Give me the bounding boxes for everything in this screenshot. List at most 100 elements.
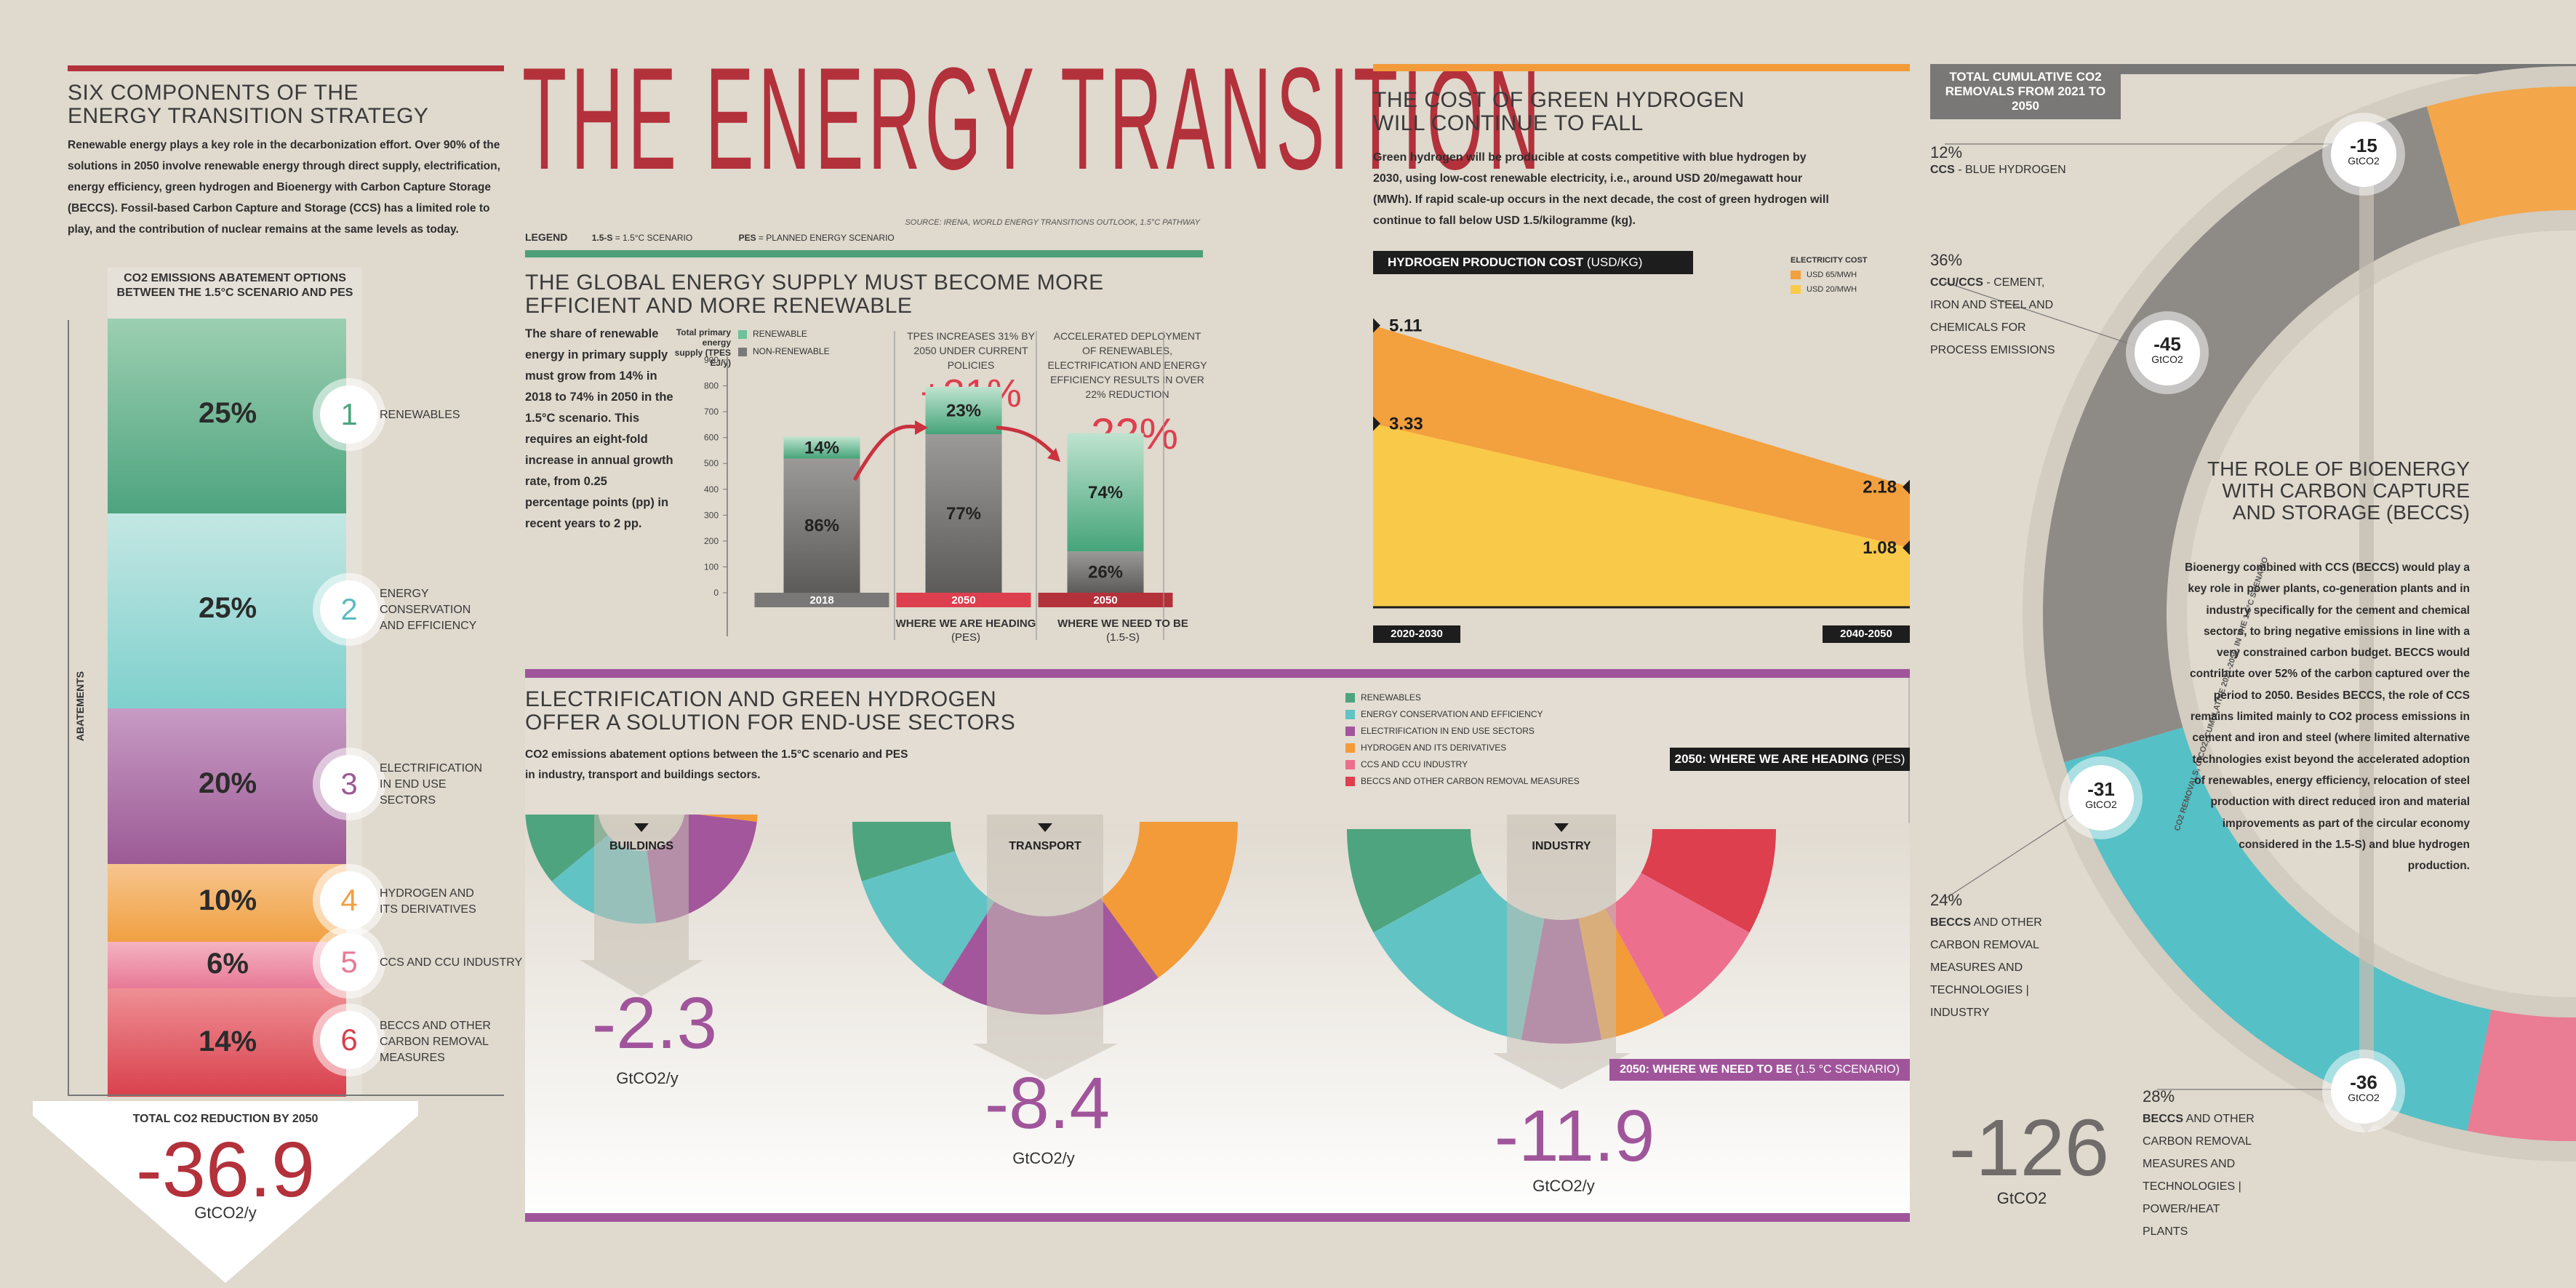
donut-segment <box>1641 829 1776 933</box>
enduse-legend-electrification: ELECTRIFICATION IN END USE SECTORS <box>1345 723 1580 740</box>
component-bar-ccs <box>108 942 346 988</box>
supply-text: The share of renewable energy in primary… <box>525 327 673 530</box>
supply-note-15s: ACCELERATED DEPLOYMENT OF RENEWABLES, EL… <box>1047 330 1207 400</box>
abatement-axis-label: ABATEMENTS <box>74 671 86 742</box>
beccs-total-value: -126 <box>1948 1103 2110 1193</box>
supply-y-tick-label: 700 <box>704 407 719 417</box>
hydrogen-marker-right <box>1903 479 1910 495</box>
supply-category-band <box>754 593 889 607</box>
donut-arrow <box>972 815 1118 1080</box>
component-pct-5: 6% <box>207 948 249 980</box>
supply-label-renewable: 14% <box>804 439 839 458</box>
ring-inner-disc <box>2187 231 2576 997</box>
hydrogen-heading: THE COST OF GREEN HYDROGEN WILL CONTINUE… <box>1373 88 1745 135</box>
supply-bar-renewable <box>1067 433 1144 552</box>
component-bar-beccs <box>108 988 346 1097</box>
component-bar-efficiency <box>108 513 346 708</box>
supply-category-band <box>1038 593 1173 607</box>
donut-arrow <box>1492 815 1631 1089</box>
ring-segment <box>2064 727 2492 1132</box>
enduse-heading-tag: 2050: WHERE WE ARE HEADING (PES) <box>1670 748 1910 771</box>
beccs-seg2-label: 36% CCU/CCS - CEMENT, IRON AND STEEL AND … <box>1930 249 2068 361</box>
supply-label-nonrenewable: 26% <box>1088 563 1123 583</box>
component-number-6: 6 <box>320 1011 378 1069</box>
component-pct-3: 20% <box>198 767 257 799</box>
hydrogen-x-left: 2020-2030 <box>1373 625 1460 643</box>
hydrogen-value-left: 3.33 <box>1389 414 1423 433</box>
supply-y-tick-label: 900 <box>704 355 719 365</box>
legend-label: LEGEND <box>525 231 568 243</box>
donut-segment <box>1373 873 1545 1040</box>
donut-sector-name: TRANSPORT <box>1009 840 1081 852</box>
supply-y-tick-label: 600 <box>704 433 719 443</box>
ring-segment <box>2467 1009 2576 1141</box>
hydrogen-legend-65: USD 65/MWH <box>1791 268 1868 282</box>
supply-note-pes: TPES INCREASES 31% BY 2050 UNDER CURRENT… <box>907 330 1035 371</box>
donut-segment <box>861 851 995 985</box>
beccs-badge-3: -31 GtCO2 <box>2068 765 2134 831</box>
hydrogen-marker-right <box>1903 540 1910 556</box>
beccs-heading: THE ROLE OF BIOENERGY WITH CARBON CAPTUR… <box>2207 457 2470 524</box>
supply-caption-pes: WHERE WE ARE HEADING (PES) <box>895 617 1036 644</box>
enduse-legend-ccs: CCS AND CCU INDUSTRY <box>1345 756 1580 773</box>
beccs-seg3-pct: 24% <box>1930 891 1963 909</box>
supply-ylabel: Total primary energy supply (TPES EJ/y) <box>674 327 731 368</box>
beccs-seg4-label: 28% BECCS AND OTHER CARBON REMOVAL MEASUR… <box>2143 1085 2266 1243</box>
beccs-badge-2: -45 GtCO2 <box>2135 320 2200 385</box>
total-reduction-unit: GtCO2/y <box>194 1204 257 1222</box>
beccs-seg4-pct: 28% <box>2143 1087 2175 1105</box>
hydrogen-x-right: 2040-2050 <box>1823 625 1910 643</box>
total-reduction-value: -36.9 <box>135 1125 316 1213</box>
legend-15s-text: = 1.5°C SCENARIO <box>615 233 693 243</box>
supply-label-nonrenewable: 86% <box>804 516 839 536</box>
supply-y-tick-label: 800 <box>704 381 719 391</box>
buildings-value: -2.3 <box>591 983 718 1064</box>
components-rule <box>68 65 504 71</box>
supply-bar-renewable <box>925 386 1002 435</box>
total-reduction-label: TOTAL CO2 REDUCTION BY 2050 <box>132 1113 319 1125</box>
enduse-legend-efficiency: ENERGY CONSERVATION AND EFFICIENCY <box>1345 706 1580 723</box>
donut-pointer <box>1038 823 1052 832</box>
components-baseline <box>68 1095 504 1096</box>
legend-15s-key: 1.5-S <box>591 233 613 243</box>
supply-label-renewable: 23% <box>946 401 981 421</box>
enduse-rule <box>525 669 1910 678</box>
donut-segment <box>1347 829 1482 933</box>
hydrogen-marker-left <box>1373 318 1380 333</box>
ring-leader-2 <box>1944 281 2164 356</box>
component-pct-1: 25% <box>198 397 257 429</box>
component-number-1: 1 <box>320 385 378 444</box>
donut-segment <box>1100 822 1238 978</box>
legend-strip: LEGEND 1.5-S = 1.5°C SCENARIO PES = PLAN… <box>525 231 1203 246</box>
component-bar-renewables <box>108 319 346 513</box>
donut-arrow <box>580 815 703 996</box>
hydrogen-value-right: 2.18 <box>1863 478 1897 497</box>
hydrogen-area-20 <box>1373 423 1910 607</box>
legend-pes-key: PES <box>738 233 756 243</box>
supply-y-tick-label: 100 <box>704 561 719 572</box>
abatement-axis-line <box>68 320 69 1095</box>
buildings-unit: GtCO2/y <box>616 1069 679 1087</box>
supply-bar-renewable <box>783 436 860 459</box>
beccs-seg1-pct: 12% <box>1930 143 1963 161</box>
enduse-text: CO2 emissions abatement options between … <box>525 748 908 781</box>
transport-value: -8.4 <box>984 1063 1111 1144</box>
hydrogen-area-chart: 5.11 2.18 3.33 1.08 <box>1373 316 1910 609</box>
donut-sector-name: INDUSTRY <box>1532 840 1591 852</box>
components-stack <box>108 319 346 1097</box>
enduse-legend: RENEWABLES ENERGY CONSERVATION AND EFFIC… <box>1345 689 1580 790</box>
component-pct-4: 10% <box>198 884 257 916</box>
component-label-3: ELECTRIFICATION IN END USE SECTORS <box>380 762 483 807</box>
component-number-5: 5 <box>320 933 378 991</box>
component-bar-hydrogen <box>108 864 346 942</box>
beccs-tag: TOTAL CUMULATIVE CO2 REMOVALS FROM 2021 … <box>1930 64 2121 119</box>
donut-pointer <box>1554 823 1569 832</box>
supply-arrow-up-head <box>915 420 928 435</box>
industry-value: -11.9 <box>1494 1095 1655 1177</box>
supply-legend-nonrenewable: NON-RENEWABLE <box>738 346 830 356</box>
enduse-legend-beccs: BECCS AND OTHER CARBON REMOVAL MEASURES <box>1345 773 1580 790</box>
total-reduction-arrow <box>33 1101 418 1283</box>
supply-label-renewable: 74% <box>1088 483 1123 503</box>
component-number-2: 2 <box>320 580 378 639</box>
enduse-bottom-rule <box>525 1213 1910 1222</box>
